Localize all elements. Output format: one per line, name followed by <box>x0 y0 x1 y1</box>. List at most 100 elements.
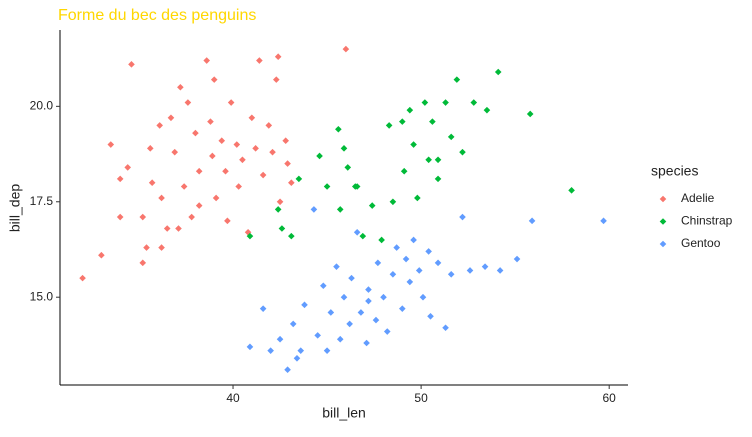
point <box>288 232 295 240</box>
point <box>246 232 254 240</box>
point <box>269 148 276 156</box>
point <box>256 57 263 64</box>
x-tick-label: 50 <box>414 391 428 405</box>
point <box>207 118 214 125</box>
point <box>79 274 86 282</box>
point <box>459 213 466 221</box>
point <box>167 114 175 122</box>
point <box>406 106 414 114</box>
point <box>385 122 393 129</box>
point <box>496 267 504 274</box>
point <box>365 297 372 305</box>
point <box>466 267 474 274</box>
legend-title: species <box>651 163 698 179</box>
point <box>284 160 291 167</box>
y-tick-label: 17.5 <box>30 194 54 208</box>
point <box>297 347 305 354</box>
point <box>357 309 365 316</box>
point <box>336 206 344 213</box>
point <box>272 76 280 83</box>
point <box>399 118 406 125</box>
point <box>224 217 231 225</box>
point <box>143 244 150 251</box>
point <box>393 244 400 251</box>
point <box>453 76 461 83</box>
point <box>442 99 449 106</box>
point <box>301 301 308 309</box>
point <box>163 225 171 232</box>
point <box>188 213 195 221</box>
point <box>265 122 273 129</box>
point <box>218 137 226 144</box>
point <box>429 118 436 125</box>
point <box>402 255 410 263</box>
point <box>335 125 342 133</box>
point <box>210 76 218 83</box>
point <box>124 164 132 171</box>
point <box>333 263 340 270</box>
point <box>288 179 295 186</box>
point <box>316 152 323 160</box>
point <box>419 293 427 301</box>
point <box>171 148 179 156</box>
chart-title: Forme du bec des penguins <box>58 7 256 24</box>
legend-marker <box>659 195 667 203</box>
point <box>327 309 335 316</box>
point <box>148 179 156 186</box>
point <box>156 122 163 129</box>
point <box>425 156 432 164</box>
point <box>359 232 367 240</box>
point <box>340 145 348 152</box>
point <box>139 259 147 267</box>
point <box>389 198 397 206</box>
point <box>336 335 344 343</box>
point <box>158 244 165 251</box>
legend-marker <box>659 218 667 225</box>
point <box>246 343 254 351</box>
point <box>293 354 301 362</box>
point <box>481 263 489 270</box>
point <box>399 305 406 312</box>
point <box>116 175 124 183</box>
point <box>259 171 267 179</box>
point <box>146 145 154 152</box>
point <box>410 236 417 244</box>
point <box>323 183 331 190</box>
point <box>282 137 289 144</box>
point <box>568 187 575 194</box>
point <box>180 183 188 190</box>
point <box>526 110 534 118</box>
legend-label: Gentoo <box>681 236 721 250</box>
legend-label: Chinstrap <box>681 214 733 228</box>
point <box>353 229 361 236</box>
point <box>314 332 321 339</box>
point <box>235 183 242 190</box>
point <box>372 316 380 324</box>
point <box>192 129 199 137</box>
point <box>227 99 235 106</box>
point <box>252 145 259 152</box>
point <box>447 271 455 278</box>
point <box>410 141 417 148</box>
point <box>400 167 408 175</box>
point <box>425 248 432 255</box>
point <box>278 225 286 232</box>
y-axis-label: bill_dep <box>7 184 23 232</box>
point <box>139 213 147 221</box>
point <box>383 328 391 335</box>
point <box>184 99 192 106</box>
point <box>276 335 284 343</box>
legend-marker <box>659 240 667 248</box>
point <box>434 156 442 164</box>
point <box>340 293 348 301</box>
point <box>323 347 331 354</box>
point <box>209 152 216 160</box>
point <box>368 202 376 209</box>
point <box>222 167 229 175</box>
point <box>344 164 352 171</box>
point <box>310 206 318 213</box>
point <box>248 114 256 122</box>
point <box>513 255 521 263</box>
point <box>494 68 502 76</box>
